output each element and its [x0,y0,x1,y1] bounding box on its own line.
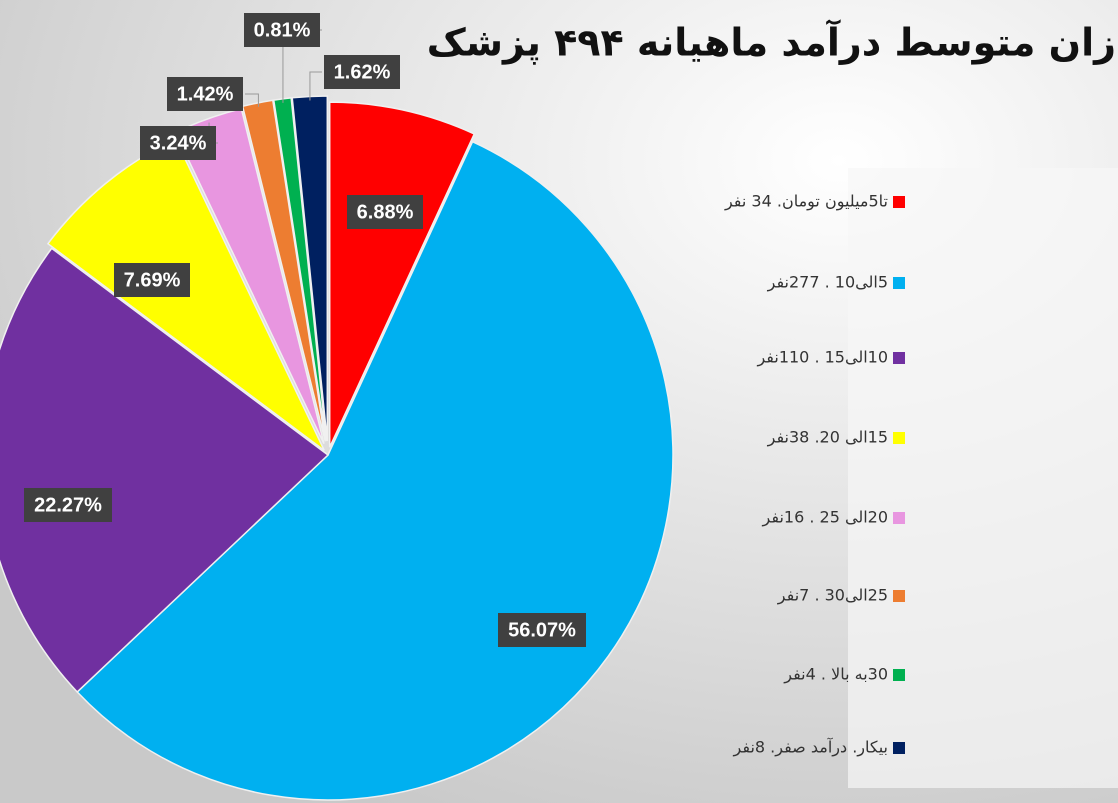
value-label-box [347,195,423,229]
legend-panel [848,168,1118,788]
legend-label: 30به بالا . 4نفر [783,665,888,685]
chart-title: زان متوسط درآمد ماهیانه ۴۹۴ پزشک [427,19,1116,65]
legend-swatch [893,196,905,208]
value-label: 3.24% [150,132,207,154]
value-label: 0.81% [254,19,311,41]
value-label-box [114,263,190,297]
value-label: 7.69% [124,269,181,291]
legend-swatch [893,669,905,681]
value-label: 56.07% [508,619,576,641]
legend-label: 20الی 25 . 16نفر [762,508,888,528]
legend-swatch [893,742,905,754]
pie-slice [0,247,330,694]
legend-label: 5الی10 . 277نفر [767,273,888,293]
value-label-box [167,77,243,111]
legend-label: بیکار. درآمد صفر. 8نفر [733,738,888,758]
value-label: 6.88% [357,201,414,223]
value-label: 1.42% [177,83,234,105]
legend-label: 25الی30 . 7نفر [777,586,888,606]
legend-swatch [893,512,905,524]
pie-slice [328,101,476,448]
legend-label: 10الی15 . 110نفر [756,348,888,368]
legend-swatch [893,352,905,364]
leader-line [309,71,322,101]
value-label-box [24,488,112,522]
legend-swatch [893,590,905,602]
leader-line [245,93,259,107]
value-label: 1.62% [334,61,391,83]
legend-swatch [893,432,905,444]
legend-label: 15الی 20. 38نفر [767,428,888,448]
value-label-box [498,613,586,647]
legend-label: تا5میلیون تومان. 34 نفر [724,192,888,212]
value-label-box [244,13,320,47]
value-label-box [324,55,400,89]
value-label: 22.27% [34,494,102,516]
value-label-box [140,126,216,160]
legend-swatch [893,277,905,289]
pie-slice [272,97,327,442]
